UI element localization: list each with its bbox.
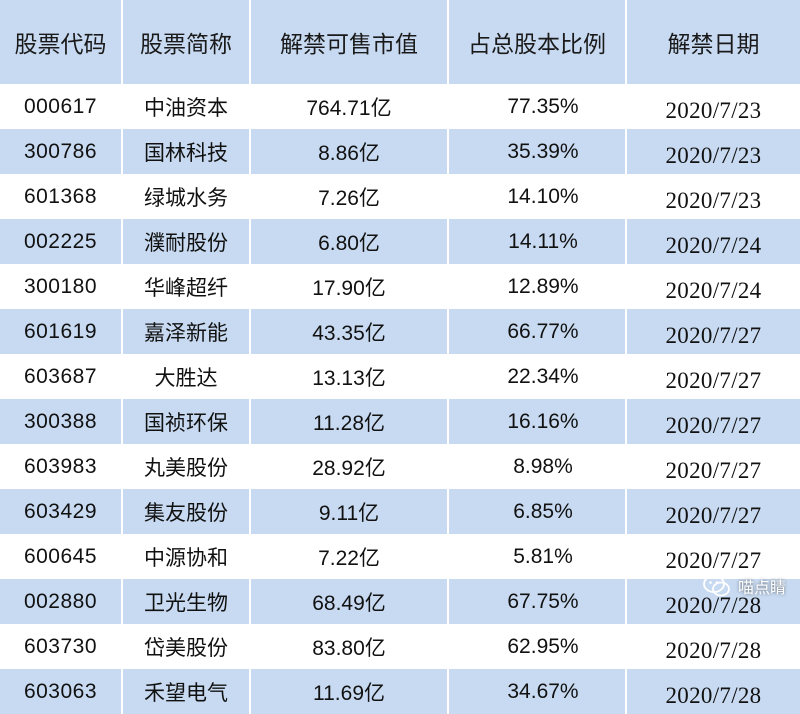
cell-stock-code: 603983 xyxy=(0,444,123,489)
cell-share-ratio: 34.67% xyxy=(448,669,627,714)
cell-stock-name: 嘉泽新能 xyxy=(122,309,251,354)
cell-market-value: 28.92亿 xyxy=(250,444,449,489)
cell-share-ratio: 66.77% xyxy=(448,309,627,354)
cell-unlock-date: 2020/7/27 xyxy=(626,444,800,489)
table-row: 601619 嘉泽新能 43.35亿 66.77% 2020/7/27 xyxy=(0,309,800,354)
cell-stock-name: 卫光生物 xyxy=(122,579,251,624)
cell-market-value: 68.49亿 xyxy=(250,579,449,624)
header-market-value: 解禁可售市值 xyxy=(250,0,449,84)
cell-unlock-date: 2020/7/28 xyxy=(626,669,800,714)
cell-unlock-date: 2020/7/27 xyxy=(626,534,800,579)
cell-stock-code: 002880 xyxy=(0,579,123,624)
cell-share-ratio: 77.35% xyxy=(448,84,627,129)
header-unlock-date: 解禁日期 xyxy=(626,0,800,84)
watermark-text: 喵点睛 xyxy=(737,578,786,597)
cell-market-value: 764.71亿 xyxy=(250,84,449,129)
cell-stock-name: 国祯环保 xyxy=(122,399,251,444)
cell-share-ratio: 12.89% xyxy=(448,264,627,309)
cell-market-value: 17.90亿 xyxy=(250,264,449,309)
table-row: 300180 华峰超纤 17.90亿 12.89% 2020/7/24 xyxy=(0,264,800,309)
table-header: 股票代码 股票简称 解禁可售市值 占总股本比例 解禁日期 xyxy=(0,0,800,84)
wechat-icon xyxy=(703,575,730,597)
cell-stock-name: 濮耐股份 xyxy=(122,219,251,264)
header-stock-name: 股票简称 xyxy=(122,0,251,84)
table-row: 000617 中油资本 764.71亿 77.35% 2020/7/23 xyxy=(0,84,800,129)
cell-stock-code: 002225 xyxy=(0,219,123,264)
cell-unlock-date: 2020/7/28 xyxy=(626,624,800,669)
cell-share-ratio: 22.34% xyxy=(448,354,627,399)
watermark: 喵点睛 xyxy=(702,574,786,598)
table-row: 603687 大胜达 13.13亿 22.34% 2020/7/27 xyxy=(0,354,800,399)
table-row: 300388 国祯环保 11.28亿 16.16% 2020/7/27 xyxy=(0,399,800,444)
cell-stock-code: 300180 xyxy=(0,264,123,309)
cell-unlock-date: 2020/7/23 xyxy=(626,84,800,129)
cell-market-value: 8.86亿 xyxy=(250,129,449,174)
cell-share-ratio: 67.75% xyxy=(448,579,627,624)
cell-unlock-date: 2020/7/23 xyxy=(626,129,800,174)
cell-stock-name: 华峰超纤 xyxy=(122,264,251,309)
cell-market-value: 11.28亿 xyxy=(250,399,449,444)
cell-share-ratio: 5.81% xyxy=(448,534,627,579)
cell-stock-code: 600645 xyxy=(0,534,123,579)
cell-share-ratio: 16.16% xyxy=(448,399,627,444)
cell-stock-code: 601368 xyxy=(0,174,123,219)
cell-stock-name: 大胜达 xyxy=(122,354,251,399)
cell-stock-name: 中源协和 xyxy=(122,534,251,579)
cell-market-value: 7.22亿 xyxy=(250,534,449,579)
table-row: 603429 集友股份 9.11亿 6.85% 2020/7/27 xyxy=(0,489,800,534)
cell-stock-code: 603063 xyxy=(0,669,123,714)
cell-unlock-date: 2020/7/27 xyxy=(626,309,800,354)
cell-stock-name: 丸美股份 xyxy=(122,444,251,489)
cell-share-ratio: 14.11% xyxy=(448,219,627,264)
cell-stock-code: 300388 xyxy=(0,399,123,444)
cell-stock-name: 中油资本 xyxy=(122,84,251,129)
cell-stock-name: 禾望电气 xyxy=(122,669,251,714)
cell-unlock-date: 2020/7/24 xyxy=(626,264,800,309)
cell-unlock-date: 2020/7/27 xyxy=(626,489,800,534)
cell-unlock-date: 2020/7/23 xyxy=(626,174,800,219)
cell-stock-name: 绿城水务 xyxy=(122,174,251,219)
table-row: 002225 濮耐股份 6.80亿 14.11% 2020/7/24 xyxy=(0,219,800,264)
header-share-ratio: 占总股本比例 xyxy=(448,0,627,84)
cell-market-value: 7.26亿 xyxy=(250,174,449,219)
cell-unlock-date: 2020/7/27 xyxy=(626,399,800,444)
table-row: 601368 绿城水务 7.26亿 14.10% 2020/7/23 xyxy=(0,174,800,219)
cell-stock-code: 603687 xyxy=(0,354,123,399)
cell-stock-code: 300786 xyxy=(0,129,123,174)
cell-share-ratio: 6.85% xyxy=(448,489,627,534)
cell-unlock-date: 2020/7/24 xyxy=(626,219,800,264)
cell-unlock-date: 2020/7/27 xyxy=(626,354,800,399)
table-row: 600645 中源协和 7.22亿 5.81% 2020/7/27 xyxy=(0,534,800,579)
cell-stock-code: 601619 xyxy=(0,309,123,354)
header-stock-code: 股票代码 xyxy=(0,0,123,84)
cell-share-ratio: 35.39% xyxy=(448,129,627,174)
header-row: 股票代码 股票简称 解禁可售市值 占总股本比例 解禁日期 xyxy=(0,0,800,84)
cell-stock-name: 集友股份 xyxy=(122,489,251,534)
cell-stock-name: 国林科技 xyxy=(122,129,251,174)
cell-share-ratio: 14.10% xyxy=(448,174,627,219)
table-row: 603730 岱美股份 83.80亿 62.95% 2020/7/28 xyxy=(0,624,800,669)
cell-market-value: 9.11亿 xyxy=(250,489,449,534)
table-body: 000617 中油资本 764.71亿 77.35% 2020/7/23 300786 国林… xyxy=(0,84,800,714)
cell-stock-code: 603730 xyxy=(0,624,123,669)
table-row: 603983 丸美股份 28.92亿 8.98% 2020/7/27 xyxy=(0,444,800,489)
cell-share-ratio: 62.95% xyxy=(448,624,627,669)
table-row: 603063 禾望电气 11.69亿 34.67% 2020/7/28 xyxy=(0,669,800,714)
cell-market-value: 11.69亿 xyxy=(250,669,449,714)
cell-market-value: 13.13亿 xyxy=(250,354,449,399)
cell-stock-code: 603429 xyxy=(0,489,123,534)
cell-market-value: 6.80亿 xyxy=(250,219,449,264)
cell-stock-code: 000617 xyxy=(0,84,123,129)
table-row: 300786 国林科技 8.86亿 35.39% 2020/7/23 xyxy=(0,129,800,174)
cell-stock-name: 岱美股份 xyxy=(122,624,251,669)
cell-share-ratio: 8.98% xyxy=(448,444,627,489)
table-row: 002880 卫光生物 68.49亿 67.75% 2020/7/28 xyxy=(0,579,800,624)
cell-market-value: 83.80亿 xyxy=(250,624,449,669)
cell-market-value: 43.35亿 xyxy=(250,309,449,354)
